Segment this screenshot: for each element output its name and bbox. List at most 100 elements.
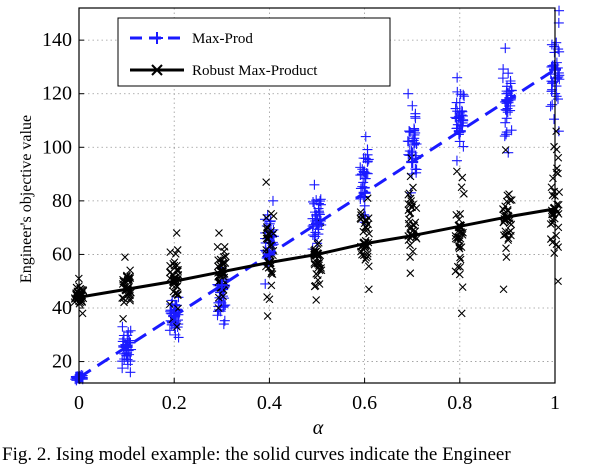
plus-marker [310, 227, 321, 238]
x-marker [501, 146, 510, 154]
plus-marker [357, 181, 368, 192]
x-marker [310, 282, 319, 291]
mean-x-marker [168, 275, 180, 287]
plus-marker [551, 91, 562, 102]
plus-marker [450, 103, 461, 114]
x-marker [173, 322, 181, 331]
x-marker [552, 127, 561, 136]
plus-marker [307, 230, 318, 241]
x-marker [356, 208, 365, 216]
x-marker [458, 283, 467, 291]
plus-marker [124, 335, 135, 346]
x-marker [456, 253, 464, 262]
x-marker [406, 269, 415, 278]
x-marker [359, 251, 368, 260]
x-marker [174, 290, 182, 298]
x-tick-label: 0.6 [352, 392, 377, 414]
plus-marker [309, 231, 320, 242]
plus-marker [505, 78, 516, 89]
plus-marker [554, 5, 565, 16]
plus-marker [500, 104, 511, 115]
mean-plus-marker [168, 310, 181, 323]
x-marker [213, 242, 222, 251]
plus-marker [410, 127, 421, 138]
x-marker [76, 284, 85, 293]
x-marker [552, 145, 561, 154]
x-tick-label: 0.2 [162, 392, 187, 414]
x-marker [454, 243, 463, 251]
x-marker [456, 255, 465, 264]
plus-marker [500, 117, 511, 128]
plus-marker [309, 198, 320, 209]
plus-marker [551, 37, 562, 48]
x-marker [312, 296, 321, 304]
x-marker [215, 229, 223, 237]
plus-marker [554, 46, 565, 57]
plus-marker [452, 86, 463, 97]
x-marker [165, 300, 174, 309]
x-marker [119, 277, 128, 286]
x-marker [406, 253, 414, 261]
plus-marker [402, 136, 413, 147]
x-marker [221, 252, 230, 261]
x-marker [310, 260, 319, 269]
x-marker [174, 267, 182, 276]
plus-marker [451, 113, 462, 124]
plus-marker [552, 73, 563, 84]
x-marker [364, 262, 373, 271]
x-marker [361, 255, 370, 264]
y-tick-label: 140 [42, 29, 72, 51]
mean-plus-marker [501, 94, 514, 107]
x-marker [552, 231, 561, 240]
plus-marker [315, 194, 326, 205]
x-marker [173, 291, 182, 300]
plus-marker [310, 213, 321, 224]
x-marker [453, 262, 462, 271]
x-marker [406, 172, 415, 181]
x-marker [547, 183, 556, 192]
x-tick-label: 0.4 [257, 392, 282, 414]
x-marker [267, 269, 276, 278]
y-tick-label: 20 [52, 351, 72, 373]
series-mean-markers-1 [73, 203, 561, 303]
x-marker [365, 229, 373, 238]
x-marker [170, 258, 179, 266]
plus-marker [456, 110, 467, 121]
x-marker [506, 196, 515, 204]
x-marker [504, 236, 513, 245]
x-marker [359, 227, 368, 236]
x-marker [317, 264, 325, 272]
plus-marker [458, 89, 469, 100]
plus-marker [547, 99, 558, 110]
plus-marker [164, 325, 175, 336]
y-tick-label: 80 [52, 190, 72, 212]
x-marker [502, 253, 511, 261]
plus-marker [506, 125, 517, 136]
plus-marker [355, 162, 366, 173]
x-marker [455, 244, 464, 253]
x-marker [218, 259, 227, 268]
x-marker [262, 223, 271, 231]
x-marker [499, 285, 508, 294]
mean-x-marker [502, 211, 513, 223]
x-marker [312, 269, 321, 278]
plus-marker [309, 179, 320, 190]
mean-x-marker [121, 283, 132, 295]
mean-x-marker [359, 238, 370, 249]
x-marker [458, 173, 467, 182]
plus-marker [170, 329, 181, 340]
scatter-markers [70, 5, 565, 386]
x-marker [457, 309, 466, 318]
plus-marker [502, 107, 513, 118]
plus-marker [407, 100, 418, 111]
mean-x-marker [406, 230, 418, 241]
x-marker [455, 242, 463, 250]
x-marker [262, 213, 271, 222]
x-marker [504, 234, 513, 243]
plus-marker [498, 64, 509, 75]
plus-marker [313, 203, 324, 214]
plus-marker [549, 114, 560, 125]
plus-marker [458, 141, 469, 152]
